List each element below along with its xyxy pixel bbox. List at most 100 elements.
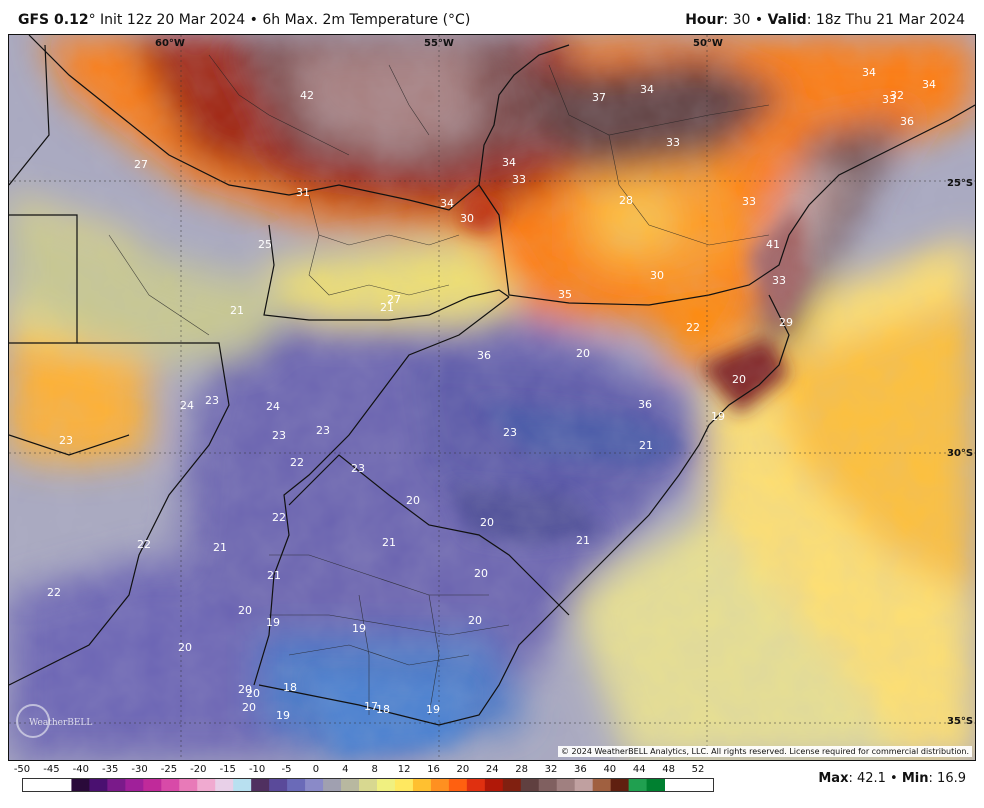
temperature-value-label: 37 [592, 91, 606, 104]
temperature-value-label: 20 [238, 604, 252, 617]
legend-tick-label: 28 [515, 764, 529, 775]
temperature-value-label: 22 [290, 456, 304, 469]
temperature-value-label: 34 [440, 197, 454, 210]
legend-color-swatch [89, 779, 108, 791]
temperature-value-label: 28 [619, 194, 633, 207]
header: GFS 0.12° Init 12z 20 Mar 2024 • 6h Max.… [0, 0, 984, 34]
max-value: : 42.1 • [848, 771, 898, 786]
legend-color-swatch [179, 779, 198, 791]
legend-color-swatch [341, 779, 360, 791]
temperature-value-label: 20 [242, 701, 256, 714]
temperature-value-label: 22 [47, 586, 61, 599]
legend-color-swatch [610, 779, 630, 791]
temperature-value-label: 20 [474, 567, 488, 580]
legend-color-bar [22, 778, 714, 792]
lat-label-30s: 30°S [947, 448, 973, 459]
temperature-value-label: 32 [890, 89, 904, 102]
legend-color-swatch [466, 779, 486, 791]
legend-color-swatch [71, 779, 90, 791]
temperature-value-label: 23 [272, 429, 286, 442]
temperature-value-label: 42 [300, 89, 314, 102]
legend-color-swatch [251, 779, 270, 791]
temperature-field [9, 35, 975, 760]
valid-value: : 18z Thu 21 Mar 2024 [806, 12, 965, 28]
temperature-value-label: 27 [134, 158, 148, 171]
temperature-value-label: 25 [258, 238, 272, 251]
temperature-value-label: 22 [686, 321, 700, 334]
legend-tick-label: 40 [603, 764, 617, 775]
lat-label-35s: 35°S [947, 716, 973, 727]
legend-color-swatch [161, 779, 180, 791]
legend-tick-label: 24 [485, 764, 499, 775]
copyright-notice: © 2024 WeatherBELL Analytics, LLC. All r… [558, 746, 972, 757]
temperature-value-label: 19 [266, 616, 280, 629]
legend-tick-label: 52 [691, 764, 705, 775]
temperature-value-label: 30 [460, 212, 474, 225]
temperature-value-label: 21 [267, 569, 281, 582]
logo-text: WeatherBELL [29, 718, 92, 728]
legend-color-swatch [628, 779, 648, 791]
legend-tick-label: 36 [574, 764, 587, 775]
temperature-value-label: 33 [666, 136, 680, 149]
legend-color-swatch [269, 779, 288, 791]
legend-tick-label: 12 [397, 764, 411, 775]
temperature-value-label: 34 [922, 78, 936, 91]
temperature-value-label: 23 [351, 462, 365, 475]
temperature-value-label: 19 [711, 410, 725, 423]
temperature-value-label: 24 [266, 400, 280, 413]
map-canvas: 60°W 55°W 50°W 25°S 30°S 35°S 42 37 34 34 33… [9, 35, 975, 760]
legend-color-swatch [287, 779, 306, 791]
temperature-map[interactable]: 60°W 55°W 50°W 25°S 30°S 35°S 42 37 34 34 33… [8, 34, 976, 761]
model-name: GFS 0.12 [18, 12, 89, 28]
legend-color-swatch [359, 779, 378, 791]
title-description: ° Init 12z 20 Mar 2024 • 6h Max. 2m Temp… [88, 12, 471, 28]
legend-color-swatch [376, 779, 396, 791]
legend-tick-label: -15 [219, 764, 236, 775]
legend-color-swatch [574, 779, 594, 791]
legend-color-swatch [556, 779, 576, 791]
max-label: Max [818, 771, 849, 786]
legend-tick-label: 16 [427, 764, 440, 775]
temperature-value-label: 35 [558, 288, 572, 301]
legend-color-swatch [484, 779, 504, 791]
legend-tick-label: -35 [102, 764, 119, 775]
logo-ring-icon [16, 704, 50, 738]
valid-label: Valid [767, 12, 807, 28]
grid-lines [9, 35, 975, 760]
legend-tick-label: -20 [190, 764, 207, 775]
temperature-value-label: 20 [480, 516, 494, 529]
temperature-value-label: 36 [477, 349, 491, 362]
legend-tick-label: -40 [72, 764, 89, 775]
legend-color-swatch [305, 779, 324, 791]
temperature-value-label: 29 [779, 316, 793, 329]
legend-color-swatch [215, 779, 234, 791]
temperature-value-label: 34 [862, 66, 876, 79]
temperature-value-label: 21 [576, 534, 590, 547]
temperature-value-label: 24 [180, 399, 194, 412]
temperature-value-label: 19 [352, 622, 366, 635]
temperature-value-label: 20 [406, 494, 420, 507]
legend-color-swatch [646, 779, 665, 791]
legend-tick-label: -25 [160, 764, 178, 775]
temperature-value-label: 23 [316, 424, 330, 437]
temperature-value-label: 20 [238, 683, 252, 696]
temperature-value-label: 41 [766, 238, 780, 251]
color-legend: -50 -45 -40 -35 -30 -25 -20 -15 -10 -5 0 4 8 12 16 20 24… [14, 764, 714, 804]
temperature-value-label: 23 [59, 434, 73, 447]
legend-tick-label: -45 [43, 764, 60, 775]
temperature-value-label: 33 [512, 173, 526, 186]
temperature-value-label: 34 [640, 83, 654, 96]
temperature-value-label: 33 [742, 195, 756, 208]
legend-color-swatch [592, 779, 612, 791]
temperature-value-label: 36 [900, 115, 914, 128]
legend-color-swatch [125, 779, 144, 791]
lon-label-55w: 55°W [424, 38, 454, 49]
lat-label-25s: 25°S [947, 178, 973, 189]
legend-tick-label: 48 [662, 764, 675, 775]
legend-color-swatch [520, 779, 540, 791]
max-min-stats: Max: 42.1 • Min: 16.9 [818, 771, 966, 786]
legend-color-swatch [412, 779, 432, 791]
temperature-value-label: 17 [364, 700, 378, 713]
temperature-value-label: 30 [650, 269, 664, 282]
temperature-value-label: 20 [468, 614, 482, 627]
